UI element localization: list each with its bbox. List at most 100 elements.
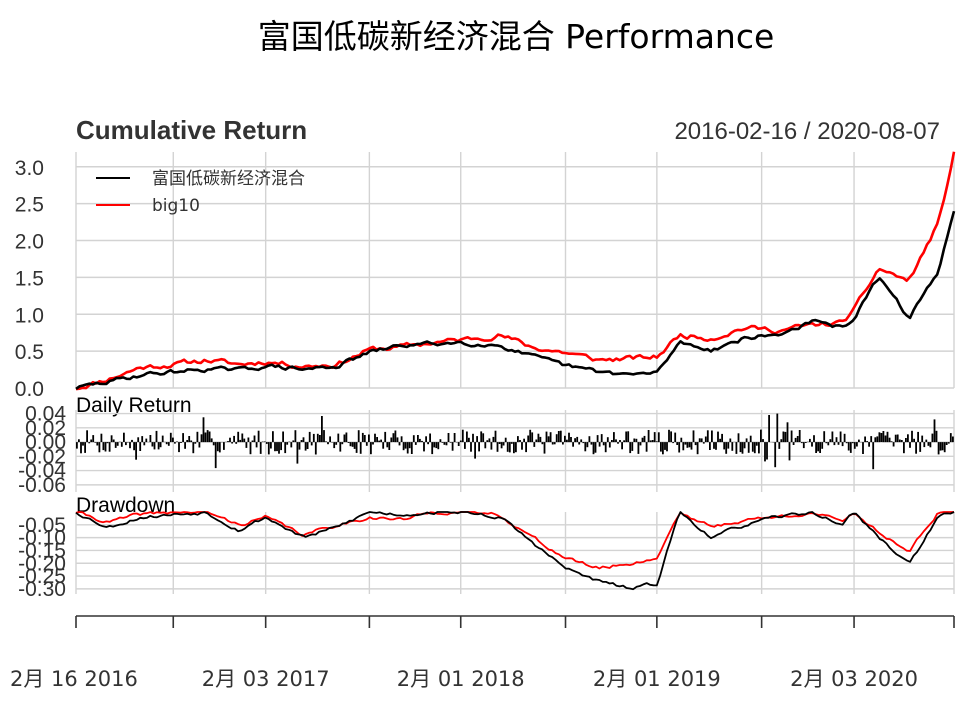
daily-return-bar (255, 442, 258, 448)
daily-return-bar (939, 442, 942, 451)
daily-return-bar (780, 439, 783, 443)
daily-return-bar (578, 442, 581, 445)
daily-return-bar (606, 437, 609, 443)
daily-return-bar (639, 442, 642, 446)
daily-return-bar (547, 436, 550, 443)
x-axis: 2月 16 2016 2月 03 2017 2月 01 2018 2月 01 2019… (10, 615, 955, 691)
daily-return-bar (394, 430, 397, 443)
daily-return-bar (798, 430, 801, 443)
daily-return-bar (709, 442, 711, 450)
daily-return-bar (531, 432, 534, 443)
daily-return-bar (370, 442, 372, 455)
daily-return-bar (508, 442, 511, 453)
daily-return-bar (490, 442, 493, 450)
daily-return-bar (174, 442, 176, 444)
daily-return-bar (527, 435, 530, 443)
daily-return-bar (227, 441, 229, 443)
daily-return-bar (678, 442, 681, 453)
daily-ytick-label-4: -0.04 (18, 460, 66, 483)
daily-return-bar (133, 442, 135, 451)
daily-return-bar (506, 442, 509, 452)
daily-return-bar (827, 442, 830, 446)
daily-return-bar (265, 442, 268, 444)
daily-return-bar (502, 442, 505, 446)
drawdown-ytick-label-3: -0.20 (18, 552, 66, 575)
daily-return-bar (84, 442, 86, 453)
daily-return-bar (543, 442, 546, 454)
daily-return-bar (270, 442, 272, 449)
daily-return-bar (856, 442, 858, 447)
daily-return-bar (335, 442, 338, 445)
daily-return-bar (747, 442, 750, 453)
daily-return-bar (562, 442, 564, 445)
daily-return-bar (586, 442, 589, 448)
daily-return-bar (929, 442, 932, 448)
daily-return-bar (310, 442, 313, 446)
daily-return-bar (919, 442, 922, 452)
daily-return-bar (927, 442, 930, 446)
daily-return-bar (749, 435, 752, 443)
daily-return-bar (169, 432, 172, 443)
daily-return-bar (666, 442, 668, 452)
daily-return-bar (129, 442, 131, 449)
daily-return-bar (851, 442, 854, 444)
daily-return-bar (949, 433, 952, 443)
daily-return-bar (809, 438, 811, 443)
daily-return-bar (98, 442, 101, 453)
daily-return-bar (549, 432, 552, 443)
daily-return-bar (878, 432, 881, 443)
daily-return-bar (388, 442, 391, 450)
daily-return-bar (682, 442, 685, 451)
daily-return-bar (231, 442, 233, 444)
daily-return-bar (417, 435, 419, 443)
daily-return-bar (155, 430, 158, 443)
daily-return-bar (282, 431, 284, 443)
daily-return-bar (327, 442, 329, 445)
daily-return-bar (903, 442, 905, 454)
daily-return-bar (913, 438, 915, 443)
daily-return-bar (106, 442, 109, 444)
daily-return-bar (570, 437, 572, 443)
daily-return-bar (776, 413, 779, 443)
daily-return-bar (517, 436, 519, 443)
daily-return-bar (719, 438, 721, 443)
daily-return-bar (249, 442, 252, 455)
daily-return-bar (361, 432, 364, 442)
date-range-label: 2016-02-16 / 2020-08-07 (674, 118, 940, 145)
daily-return-bar (947, 442, 950, 444)
legend-label-fund: 富国低碳新经济混合 (152, 169, 305, 189)
daily-return-bar (764, 442, 766, 462)
daily-return-bar (704, 436, 707, 443)
daily-ytick-label-5: -0.06 (18, 474, 66, 497)
daily-return-bar (662, 442, 664, 455)
drawdown-ytick-label-4: -0.25 (18, 565, 66, 588)
daily-return-bar (296, 442, 299, 464)
daily-return-bar (890, 441, 893, 443)
daily-return-bar (921, 435, 924, 443)
drawdown-line-fund (75, 511, 955, 591)
daily-return-bar (802, 442, 805, 449)
daily-return-bar (935, 430, 938, 443)
daily-return-bar (792, 442, 795, 445)
daily-return-bar (594, 442, 597, 453)
daily-return-bar (351, 442, 354, 447)
daily-return-bar (739, 442, 742, 453)
daily-return-bar (441, 442, 444, 443)
daily-return-bar (729, 438, 732, 443)
daily-return-bar (755, 442, 758, 446)
daily-return-bar (408, 442, 411, 449)
daily-return-bar (325, 441, 327, 443)
chart-title: 富国低碳新经济混合 Performance (258, 17, 775, 56)
daily-return-bar (525, 442, 527, 453)
daily-return-bar (905, 438, 907, 443)
daily-return-bar (392, 433, 395, 442)
daily-return-bar (470, 442, 472, 452)
daily-return-bar (700, 438, 703, 443)
daily-return-bar (145, 438, 148, 443)
daily-return-bar (892, 442, 895, 447)
daily-return-bar (480, 431, 483, 443)
daily-return-bar (253, 435, 256, 443)
legend: 富国低碳新经济混合 big10 (96, 169, 305, 216)
daily-return-bar (813, 435, 815, 443)
daily-panel-title: Daily Return (76, 394, 192, 417)
